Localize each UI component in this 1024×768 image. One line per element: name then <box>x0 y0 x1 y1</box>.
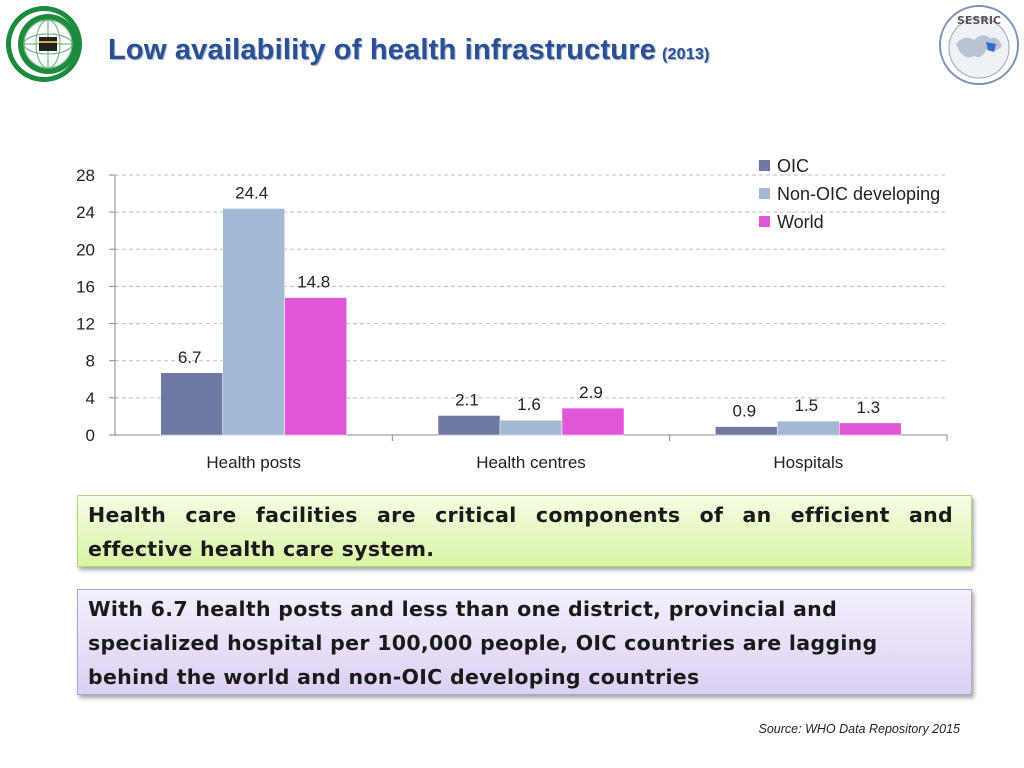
source-note: Source: WHO Data Repository 2015 <box>758 722 960 736</box>
x-tick-label: Hospitals <box>773 453 843 472</box>
x-tick-label: Health centres <box>476 453 586 472</box>
data-label: 24.4 <box>235 183 268 202</box>
legend-swatch <box>759 160 770 171</box>
page-title: Low availability of health infrastructur… <box>108 34 709 67</box>
bar-2-1 <box>561 407 625 436</box>
legend-swatch <box>759 188 770 199</box>
bar-2-0 <box>284 297 347 436</box>
data-label: 14.8 <box>297 273 330 292</box>
y-tick-label: 20 <box>76 240 95 259</box>
legend-swatch <box>759 216 770 227</box>
data-label: 1.5 <box>795 396 819 415</box>
y-tick-labels: 0 4 8 12 16 20 24 28 <box>76 166 95 445</box>
data-label: 0.9 <box>733 402 757 421</box>
data-label: 2.9 <box>579 383 603 402</box>
y-tick-label: 8 <box>86 352 95 371</box>
key-message-box: Health care facilities are critical comp… <box>77 495 972 567</box>
legend-label: OIC <box>777 156 809 176</box>
title-text: Low availability of health infrastructur… <box>108 34 657 66</box>
y-tick-label: 0 <box>86 426 95 445</box>
bar-1-2 <box>777 420 840 436</box>
bar-1-1 <box>499 419 563 436</box>
sesric-logo-text: SESRIC <box>957 14 1001 27</box>
data-label: 2.1 <box>455 391 479 410</box>
bar-0-2 <box>715 426 778 436</box>
y-tick-label: 4 <box>86 389 95 408</box>
gridlines <box>115 174 947 399</box>
bars <box>160 208 902 436</box>
oic-logo <box>6 6 82 82</box>
title-year: (2013) <box>662 46 710 63</box>
finding-box: With 6.7 health posts and less than one … <box>77 589 972 695</box>
data-label: 1.3 <box>857 398 881 417</box>
legend-label: World <box>777 212 824 232</box>
bar-0-1 <box>437 415 501 436</box>
x-tick-label: Health posts <box>206 453 301 472</box>
sesric-logo: SESRIC <box>939 5 1019 85</box>
finding-line-2: specialized hospital per 100,000 people,… <box>88 631 878 655</box>
legend: OIC Non-OIC developing World <box>759 156 940 232</box>
legend-label: Non-OIC developing <box>777 184 940 204</box>
y-tick-label: 16 <box>76 277 95 296</box>
bar-1-0 <box>222 208 285 436</box>
y-tick-label: 24 <box>76 203 95 222</box>
finding-line-3: behind the world and non-OIC developing … <box>88 665 700 689</box>
data-label: 6.7 <box>178 348 202 367</box>
data-labels: 6.7 24.4 14.8 2.1 1.6 2.9 0.9 1.5 1.3 <box>178 183 880 420</box>
x-tick-labels: Health posts Health centres Hospitals <box>206 453 843 472</box>
bar-0-0 <box>160 372 223 436</box>
bar-chart: 0 4 8 12 16 20 24 28 6.7 24.4 14.8 2.1 1.6 2.9 0.9 1.5… <box>76 156 948 472</box>
y-tick-label: 28 <box>76 166 95 185</box>
key-message-text: Health care facilities are critical comp… <box>88 503 953 561</box>
y-tick-label: 12 <box>76 315 95 334</box>
bar-2-2 <box>839 422 902 436</box>
finding-line-1: With 6.7 health posts and less than one … <box>88 597 838 621</box>
data-label: 1.6 <box>517 395 541 414</box>
